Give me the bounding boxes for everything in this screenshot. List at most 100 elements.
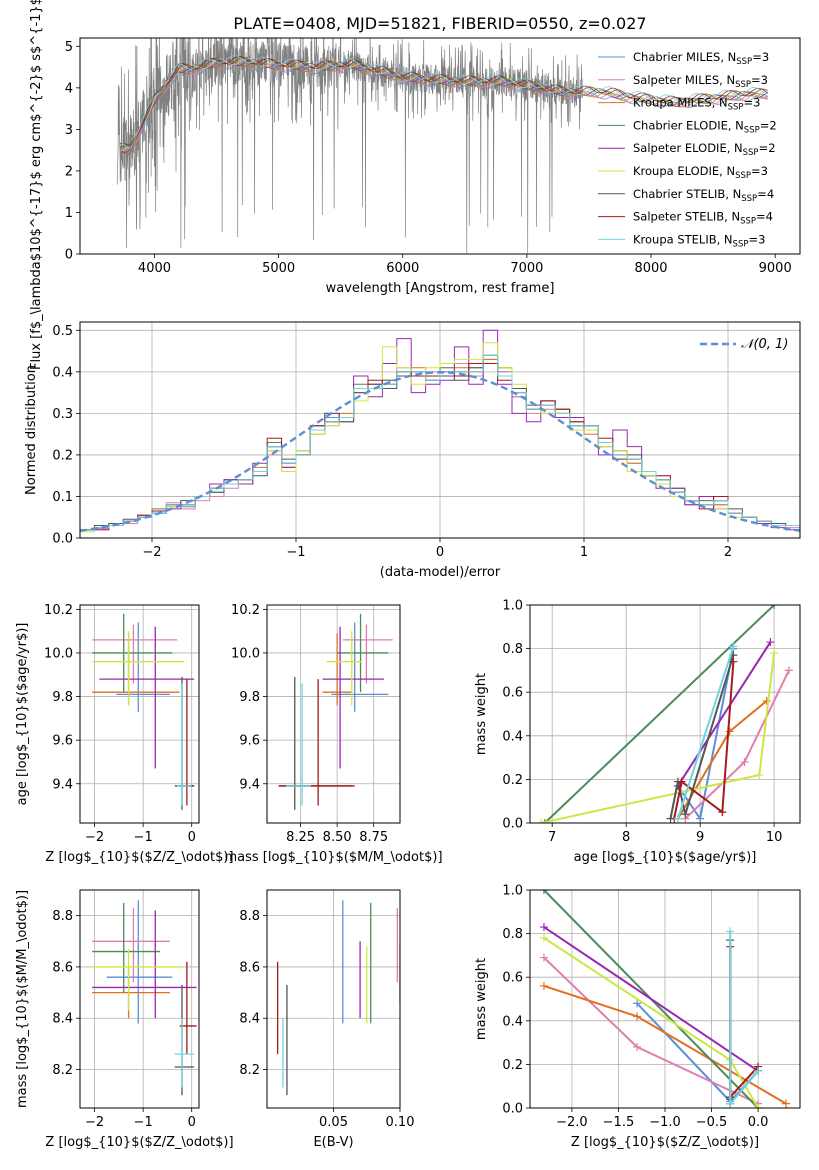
weight-marker (633, 1012, 642, 1021)
observed-spectrum (116, 38, 583, 254)
y-tick-label: 0.5 (52, 324, 73, 339)
x-axis-label: (data-model)/error (380, 565, 501, 580)
y-axis-label: Flux [f$_\lambda$10$^{-17}$ erg cm$^{-2}… (29, 0, 44, 370)
y-tick-label: 0.0 (52, 532, 73, 547)
legend-n-label: , N (727, 141, 743, 155)
axes-frame (79, 37, 801, 255)
x-tick-label: −1 (286, 545, 305, 560)
legend-model: Salpeter STELIB (633, 210, 724, 224)
x-tick-label: 10 (766, 830, 783, 845)
y-tick-label: 0.1 (52, 490, 73, 505)
weight-line (677, 641, 772, 787)
y-tick-label: 8.4 (239, 1012, 260, 1027)
x-tick-label: −0.5 (696, 1115, 728, 1130)
plot-area (92, 613, 195, 810)
x-tick-label: 8.75 (359, 830, 388, 845)
y-tick-label: 10.2 (44, 603, 73, 618)
y-tick-label: 0.2 (502, 1058, 523, 1073)
legend-model: Kroupa ELODIE (633, 164, 719, 178)
y-tick-label: 0.6 (502, 971, 523, 986)
y-tick-label: 10.2 (231, 603, 260, 618)
weight-marker (762, 696, 771, 705)
x-tick-label: 7000 (510, 261, 543, 276)
y-tick-label: 9.4 (52, 777, 73, 792)
spectrum-plot: 4000 5000 6000 7000 8000 9000012345wavelength… (29, 0, 801, 370)
plot-area (539, 890, 791, 1108)
legend-entry: Kroupa ELODIE, NSSP=3 (633, 164, 768, 181)
x-tick-label: −2.0 (556, 1115, 588, 1130)
legend-n-value: 3 (762, 50, 769, 64)
legend-entry: Kroupa STELIB, NSSP=3 (633, 232, 765, 249)
legend-n-label: , N (719, 73, 735, 87)
y-tick-label: 0.6 (502, 686, 523, 701)
age-vs-mass-plot: 8.25 8.50 8.75 9.4 9.6 9.8 10.0 10.2 mass [log$_… (224, 603, 442, 865)
plot-area (80, 329, 800, 538)
weight-line (540, 652, 776, 823)
x-tick-label: 7 (548, 830, 556, 845)
y-tick-label: 0.4 (502, 1014, 523, 1029)
weight-line (544, 605, 775, 823)
x-tick-label: 0.10 (386, 1115, 415, 1130)
legend-entry: Salpeter ELODIE, NSSP=2 (633, 141, 776, 158)
weight-marker (754, 1104, 763, 1108)
axes-frame (79, 889, 200, 1109)
x-tick-label: 4000 (138, 261, 171, 276)
legend-n-value: 3 (753, 96, 760, 110)
weight-marker (633, 1042, 642, 1051)
plot-area (116, 38, 768, 254)
weight-marker (540, 819, 549, 823)
legend-n-sub: SSP (743, 148, 759, 158)
legend-model: Chabrier MILES (633, 50, 720, 64)
y-tick-label: 1.0 (502, 884, 523, 899)
y-tick-label: 0.8 (502, 927, 523, 942)
model-spectrum (119, 55, 768, 147)
weight-marker (782, 1099, 791, 1108)
legend-entry: Salpeter MILES, NSSP=3 (633, 73, 768, 90)
x-tick-label: −1.0 (649, 1115, 681, 1130)
y-tick-label: 9.4 (239, 777, 260, 792)
axes-frame (529, 889, 801, 1109)
weight-line (729, 931, 759, 1107)
x-axis-label: E(B-V) (313, 1135, 353, 1150)
y-tick-label: 8.6 (52, 960, 73, 975)
weight-marker (754, 1066, 763, 1075)
weight-marker (755, 771, 764, 780)
legend-n-label: , N (719, 164, 735, 178)
legend-equals: = (751, 73, 761, 87)
x-tick-label: −1 (134, 1115, 153, 1130)
y-tick-label: 0.4 (502, 729, 523, 744)
y-tick-label: 0 (65, 248, 73, 263)
legend-n-value: 3 (761, 164, 768, 178)
y-tick-label: 9.6 (52, 734, 73, 749)
weight-marker (740, 757, 749, 766)
model-spectrum (119, 56, 768, 149)
x-axis-label: Z [log$_{10}$($Z/Z_\odot$)] (571, 1135, 759, 1150)
y-tick-label: 8.8 (52, 909, 73, 924)
weight-marker (729, 657, 738, 666)
weight-marker (633, 999, 642, 1008)
weight-line (676, 646, 735, 819)
y-tick-label: 5 (65, 40, 73, 55)
y-tick-label: 8.4 (52, 1012, 73, 1027)
x-tick-label: 0 (436, 545, 444, 560)
legend-n-value: 4 (766, 210, 773, 224)
weight-line (543, 937, 759, 1108)
x-axis-label: Z [log$_{10}$($Z/Z_\odot$)] (45, 1135, 233, 1150)
legend-equals: = (748, 232, 758, 246)
y-tick-label: 0.0 (502, 1102, 523, 1117)
weight-marker (725, 727, 734, 736)
y-tick-label: 1.0 (502, 599, 523, 614)
legend-n-sub: SSP (733, 239, 749, 249)
y-tick-label: 8.6 (239, 960, 260, 975)
legend-equals: = (756, 210, 766, 224)
weight-marker (696, 814, 705, 823)
weight-marker (726, 927, 735, 936)
mass-vs-ebv-plot: 0.05 0.10 8.2 8.4 8.6 8.8 E(B-V) (239, 889, 415, 1150)
weight-marker (539, 981, 548, 990)
weight-marker (766, 638, 775, 647)
y-axis-label: mass weight (474, 958, 489, 1040)
legend-entry: Kroupa MILES, NSSP=3 (633, 96, 760, 113)
y-tick-label: 0.2 (52, 448, 73, 463)
axes-frame (529, 604, 801, 824)
normal-legend-label: 𝒩(0, 1) (741, 337, 788, 352)
